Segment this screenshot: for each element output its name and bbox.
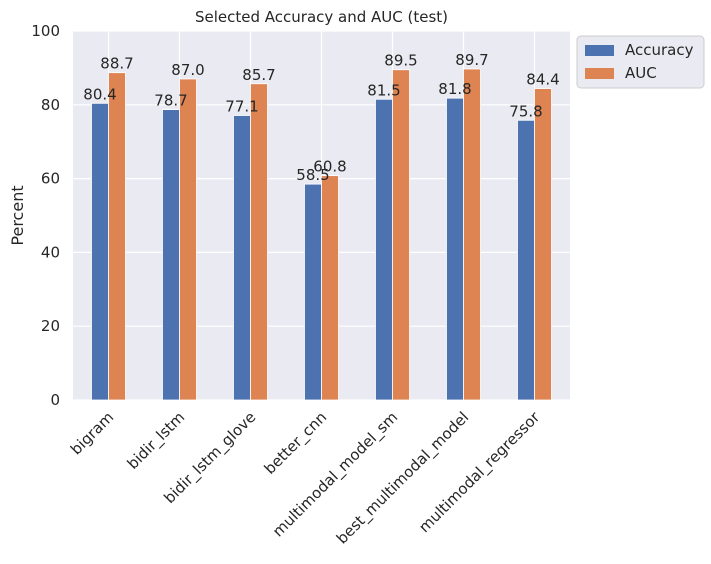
bar-value-label: 77.1 (225, 98, 258, 116)
bar-accuracy (517, 119, 535, 401)
bar-value-label: 87.0 (171, 61, 204, 79)
bar-value-label: 84.4 (526, 71, 559, 89)
legend-label: Accuracy (625, 41, 694, 59)
bar-accuracy (91, 102, 109, 401)
data-labels: 80.4 78.7 77.1 58.5 81.5 81.8 75.8 88.7 87.0 85.7… (83, 51, 559, 184)
x-tick-label: better_cnn (261, 408, 331, 478)
bar-auc (392, 69, 410, 401)
bar-value-label: 81.5 (367, 81, 400, 99)
x-tick-label: multimodal_model_sm (269, 408, 402, 541)
bar-value-label: 78.7 (154, 92, 187, 110)
x-tick-label: best_multimodal_model (333, 408, 473, 548)
bar-value-label: 58.5 (296, 166, 329, 184)
bar-value-label: 89.7 (455, 51, 488, 69)
bar-value-label: 75.8 (509, 102, 542, 120)
bar-value-label: 89.5 (384, 52, 417, 70)
bar-auc (321, 175, 339, 401)
x-tick-label: bigram (67, 408, 117, 458)
bar-auc (108, 72, 126, 401)
bar-auc (534, 88, 552, 401)
chart-title: Selected Accuracy and AUC (test) (195, 8, 448, 26)
bar-accuracy (446, 97, 464, 401)
legend-swatch-auc (585, 68, 614, 79)
bar-value-label: 80.4 (83, 85, 116, 103)
y-axis-label: Percent (8, 185, 27, 245)
legend: Accuracy AUC (576, 35, 705, 89)
y-tick-label: 0 (50, 391, 60, 409)
bar-accuracy (304, 183, 322, 401)
legend-label: AUC (625, 64, 657, 82)
y-tick-label: 20 (41, 317, 60, 335)
y-tick-label: 40 (41, 243, 60, 261)
y-tick-label: 80 (41, 96, 60, 114)
y-tick-labels: 0 20 40 60 80 100 (31, 22, 60, 409)
y-tick-label: 60 (41, 170, 60, 188)
bar-auc (250, 83, 268, 401)
x-tick-label: bidir_lstm (124, 408, 189, 473)
bar-value-label: 88.7 (100, 55, 133, 73)
bar-accuracy (375, 98, 393, 401)
bar-value-label: 60.8 (313, 158, 346, 176)
bar-value-label: 85.7 (242, 66, 275, 84)
bar-accuracy (162, 109, 180, 401)
legend-swatch-accuracy (585, 45, 614, 56)
bars (91, 68, 552, 401)
bar-auc (463, 68, 481, 401)
x-tick-label: multimodal_regressor (415, 408, 544, 537)
bar-accuracy (233, 115, 251, 401)
bar-auc (179, 78, 197, 401)
bar-value-label: 81.8 (438, 80, 471, 98)
y-tick-label: 100 (31, 22, 60, 40)
